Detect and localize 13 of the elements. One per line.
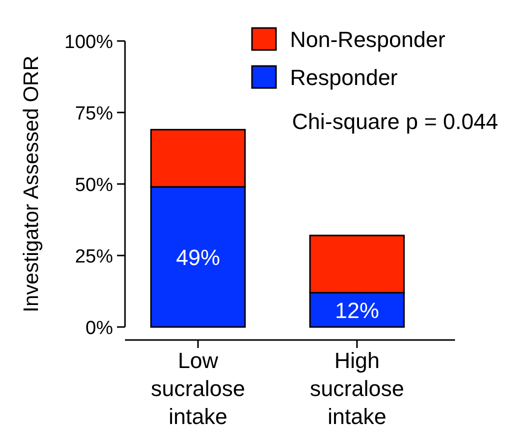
- x-tick-label: High sucralose intake: [310, 348, 404, 429]
- legend-label: Non-Responder: [290, 27, 446, 52]
- y-axis-title: Investigator Assessed ORR: [20, 56, 43, 312]
- y-tick-label: 100%: [64, 32, 114, 53]
- annotation: Chi-square p = 0.044: [292, 109, 498, 134]
- x-tick-label: Low sucralose intake: [150, 348, 246, 429]
- y-tick-label: 75%: [74, 104, 114, 124]
- y-tick-label: 50%: [74, 175, 114, 196]
- y-tick-label: 25%: [74, 246, 114, 268]
- legend-label: Responder: [290, 65, 398, 90]
- y-tick-label: 0%: [86, 318, 114, 339]
- data-label: 12%: [334, 298, 380, 323]
- data-label: 49%: [176, 244, 220, 270]
